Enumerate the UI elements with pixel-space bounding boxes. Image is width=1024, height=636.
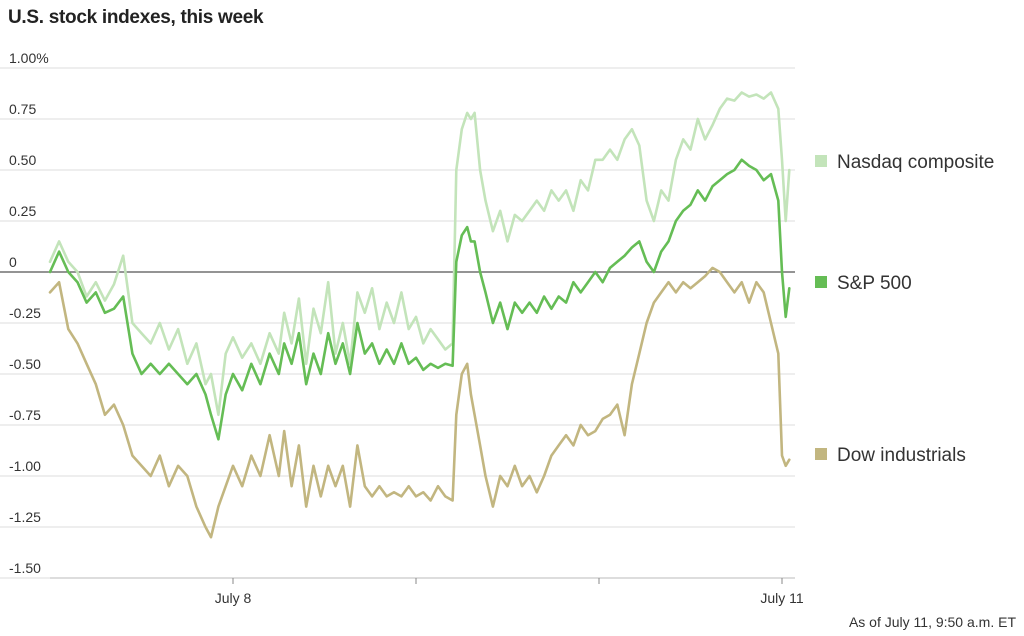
series-line-0 xyxy=(48,91,791,417)
gridlines xyxy=(0,67,795,579)
legend-label: Nasdaq composite xyxy=(837,152,994,173)
legend-label: Dow industrials xyxy=(837,445,966,466)
legend-swatch xyxy=(815,276,827,288)
y-tick-label: 0.75 xyxy=(9,101,36,117)
legend-label: S&P 500 xyxy=(837,273,912,294)
y-tick-label: -1.25 xyxy=(9,509,41,525)
y-tick-label: 1.00% xyxy=(9,50,49,66)
legend-swatch xyxy=(815,448,827,460)
legend: Nasdaq composite S&P 500 Dow industrials xyxy=(815,152,994,466)
y-tick-label: -0.25 xyxy=(9,305,41,321)
y-tick-label: 0 xyxy=(9,254,17,270)
y-axis-ticks: 1.00% 0.75 0.50 0.25 0 -0.25 -0.50 -0.75 -1.00 -1… xyxy=(9,50,49,576)
chart-title: U.S. stock indexes, this week xyxy=(8,7,264,28)
legend-swatch xyxy=(815,155,827,167)
y-tick-label: 0.25 xyxy=(9,203,36,219)
y-tick-label: -0.75 xyxy=(9,407,41,423)
x-axis: July 8 July 11 xyxy=(50,577,804,606)
y-tick-label: -0.50 xyxy=(9,356,41,372)
y-tick-label: -1.50 xyxy=(9,560,41,576)
y-tick-label: -1.00 xyxy=(9,458,41,474)
series-line-1 xyxy=(48,158,791,441)
series-lines xyxy=(48,91,791,539)
series-line-2 xyxy=(48,266,791,539)
x-tick-label: July 11 xyxy=(760,590,804,606)
x-tick-label: July 8 xyxy=(215,590,252,606)
timestamp-note: As of July 11, 9:50 a.m. ET xyxy=(848,614,1016,630)
y-tick-label: 0.50 xyxy=(9,152,36,168)
